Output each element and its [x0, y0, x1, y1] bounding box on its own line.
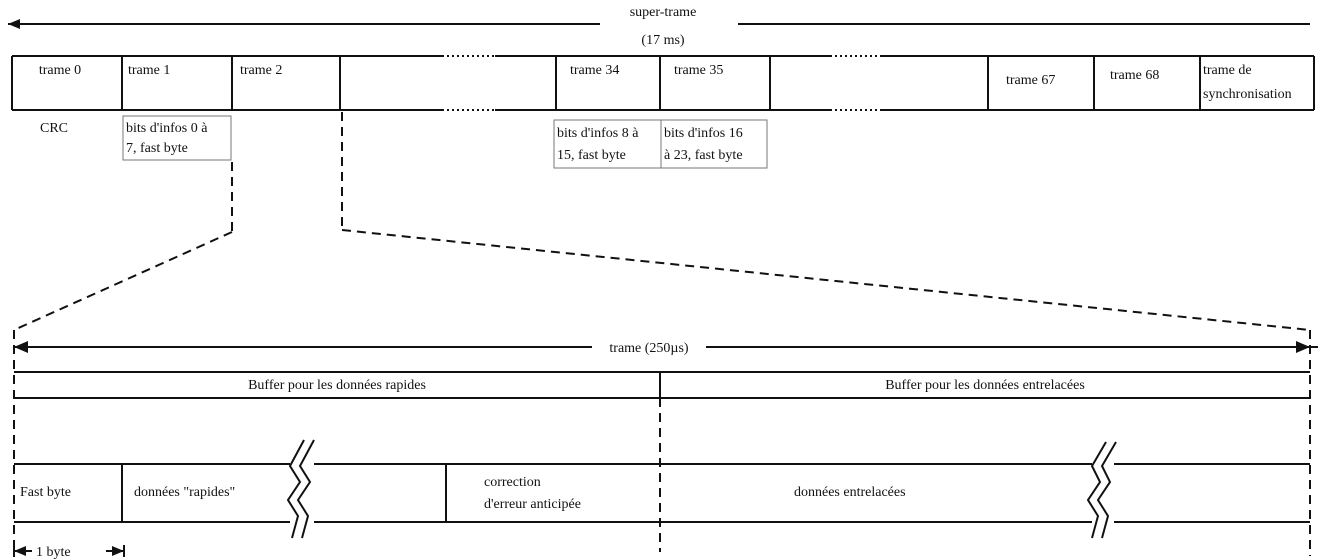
fec-label-line2: d'erreur anticipée	[484, 497, 581, 512]
byte-dimension-right-arrowhead	[112, 546, 124, 556]
frame-detail: trame (250µs) Buffer pour les données ra…	[13, 330, 1318, 556]
fast-byte-label: Fast byte	[20, 485, 71, 500]
frame-row: trame 0 trame 1 trame 2 trame 34 trame 3…	[11, 55, 1315, 111]
superframe-left-arrowhead	[8, 19, 20, 29]
byte-dimension-left-arrowhead	[14, 546, 26, 556]
zoom-projection	[13, 112, 1311, 331]
superframe-dimension: super-trame (17 ms)	[8, 5, 1310, 48]
sync-frame-label-line2: synchronisation	[1203, 87, 1292, 102]
interleaved-buffer-label: Buffer pour les données entrelacées	[885, 378, 1085, 393]
frame-label-2: trame 2	[240, 63, 282, 78]
break-mark-interleaved-right	[1096, 441, 1117, 539]
trame35-note-line1: bits d'infos 16	[664, 126, 743, 141]
trame34-note-line2: 15, fast byte	[557, 148, 626, 163]
sync-frame-label-line1: trame de	[1203, 63, 1252, 78]
superframe-label: super-trame	[630, 5, 697, 20]
fast-data-label: données "rapides"	[134, 485, 235, 500]
frame-label-35: trame 35	[674, 63, 723, 78]
fast-buffer-label: Buffer pour les données rapides	[248, 378, 426, 393]
frame-detail-label: trame (250µs)	[609, 341, 689, 356]
fec-label-line1: correction	[484, 475, 541, 490]
frame-label-34: trame 34	[570, 63, 619, 78]
trame34-note-line1: bits d'infos 8 à	[557, 126, 639, 141]
break-mark-fast-right	[296, 439, 315, 539]
frame-label-68: trame 68	[1110, 68, 1159, 83]
zoom-line-left-diagonal	[13, 231, 233, 331]
break-mark-fast-left	[286, 439, 305, 539]
superframe-duration: (17 ms)	[641, 33, 685, 48]
crc-note: CRC	[40, 121, 68, 136]
trame35-note-box	[660, 119, 768, 169]
trame1-note-line2: 7, fast byte	[126, 141, 188, 156]
interleaved-data-label: données entrelacées	[794, 485, 906, 500]
frame-label-0: trame 0	[39, 63, 81, 78]
byte-size-label: 1 byte	[36, 545, 71, 560]
trame1-note-line1: bits d'infos 0 à	[126, 121, 208, 136]
byte-dimension: 1 byte	[13, 545, 125, 560]
frame-notes: CRC bits d'infos 0 à 7, fast byte bits d…	[40, 115, 768, 169]
frame-label-1: trame 1	[128, 63, 170, 78]
trame35-note-line2: à 23, fast byte	[664, 148, 743, 163]
frame-dimension-left-arrowhead	[14, 341, 28, 353]
frame-dimension-right-arrowhead	[1296, 341, 1310, 353]
zoom-line-right-diagonal	[341, 229, 1311, 331]
trame1-note-box	[122, 115, 232, 161]
frame-label-67: trame 67	[1006, 73, 1055, 88]
break-mark-interleaved-left	[1086, 441, 1107, 539]
